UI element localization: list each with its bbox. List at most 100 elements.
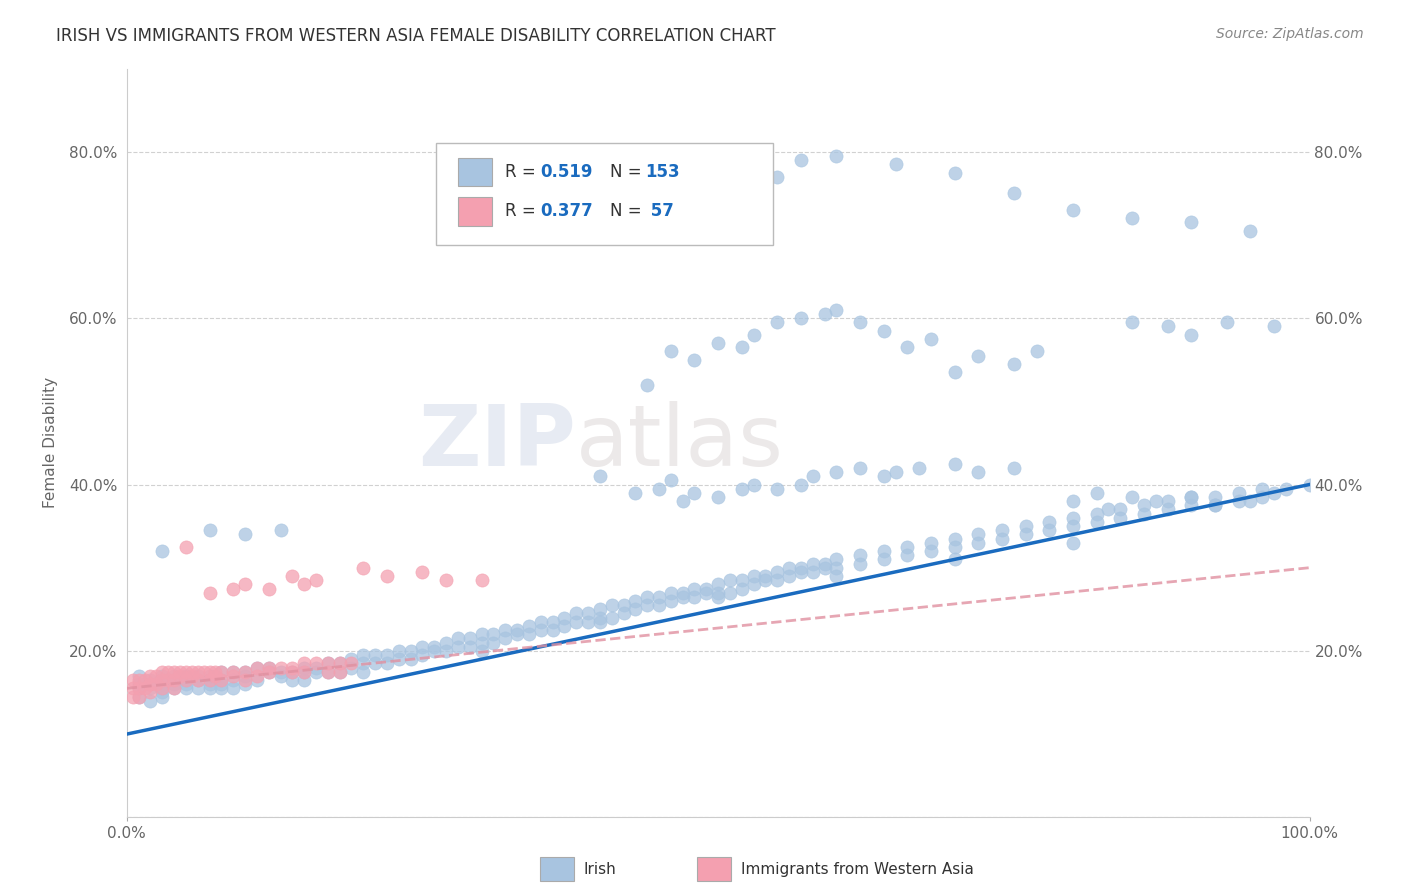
Point xyxy=(884,157,907,171)
Point xyxy=(163,669,186,683)
Point xyxy=(1180,490,1202,504)
Point xyxy=(1144,494,1167,508)
Point xyxy=(340,652,363,666)
Point xyxy=(1121,490,1143,504)
Point xyxy=(1275,482,1298,496)
Point xyxy=(896,340,918,354)
Point xyxy=(482,635,505,649)
Point xyxy=(121,690,143,704)
Point xyxy=(943,552,966,566)
Point xyxy=(157,673,180,687)
Point xyxy=(233,677,256,691)
Point xyxy=(352,648,374,662)
Point xyxy=(589,469,612,483)
Point xyxy=(742,327,765,342)
Point xyxy=(257,660,280,674)
Point xyxy=(1298,477,1320,491)
Point xyxy=(766,169,789,184)
Point xyxy=(530,623,553,637)
Point xyxy=(1251,482,1274,496)
Point xyxy=(180,669,202,683)
Point xyxy=(659,344,682,359)
Point xyxy=(471,635,494,649)
Point xyxy=(257,582,280,596)
Point xyxy=(1038,515,1060,529)
Point xyxy=(305,573,328,587)
Point xyxy=(169,665,191,679)
Point xyxy=(873,544,896,558)
Point xyxy=(943,165,966,179)
Point xyxy=(423,644,446,658)
Point xyxy=(1251,490,1274,504)
Text: ZIP: ZIP xyxy=(419,401,576,484)
Point xyxy=(399,644,422,658)
Point xyxy=(204,665,226,679)
Point xyxy=(281,569,304,583)
Point xyxy=(790,560,813,574)
Point xyxy=(813,307,835,321)
Point xyxy=(434,644,457,658)
Point xyxy=(920,332,942,346)
Point xyxy=(128,690,150,704)
Point xyxy=(695,582,717,596)
Point xyxy=(624,594,647,608)
Point xyxy=(316,665,339,679)
Point xyxy=(517,627,540,641)
Point xyxy=(198,665,221,679)
Point xyxy=(766,315,789,329)
Point xyxy=(1180,327,1202,342)
Point xyxy=(121,681,143,696)
Point xyxy=(766,565,789,579)
Point xyxy=(1215,315,1237,329)
Point xyxy=(411,640,433,654)
Point xyxy=(813,557,835,571)
Point xyxy=(150,681,173,696)
Point xyxy=(292,673,315,687)
Point xyxy=(458,640,481,654)
Point xyxy=(1180,215,1202,229)
Point xyxy=(352,665,374,679)
Point xyxy=(471,573,494,587)
Point xyxy=(222,681,245,696)
Point xyxy=(1156,319,1178,334)
Point xyxy=(233,527,256,541)
Point xyxy=(174,665,197,679)
Point xyxy=(565,615,588,629)
Point xyxy=(198,681,221,696)
Point xyxy=(1085,485,1108,500)
Point xyxy=(718,585,741,599)
Point xyxy=(1002,357,1025,371)
Point xyxy=(246,673,269,687)
Point xyxy=(589,610,612,624)
Point xyxy=(1133,507,1156,521)
Text: N =: N = xyxy=(610,163,647,181)
Point xyxy=(233,577,256,591)
Point xyxy=(742,477,765,491)
Point xyxy=(150,665,173,679)
Point xyxy=(198,669,221,683)
Point xyxy=(222,582,245,596)
Point xyxy=(187,669,209,683)
Point xyxy=(209,665,232,679)
Point xyxy=(541,615,564,629)
Point xyxy=(1227,494,1250,508)
Point xyxy=(139,694,162,708)
Point xyxy=(801,565,824,579)
Point xyxy=(169,669,191,683)
Point xyxy=(991,523,1014,537)
Point xyxy=(1180,498,1202,512)
Point xyxy=(411,648,433,662)
Point xyxy=(281,665,304,679)
Point xyxy=(659,585,682,599)
Point xyxy=(180,665,202,679)
Point xyxy=(340,660,363,674)
Point xyxy=(434,573,457,587)
Point xyxy=(270,665,292,679)
Point xyxy=(1085,515,1108,529)
Point xyxy=(967,349,990,363)
Point xyxy=(305,660,328,674)
Point xyxy=(967,465,990,479)
Point xyxy=(139,677,162,691)
Point xyxy=(198,585,221,599)
Point xyxy=(1263,319,1285,334)
